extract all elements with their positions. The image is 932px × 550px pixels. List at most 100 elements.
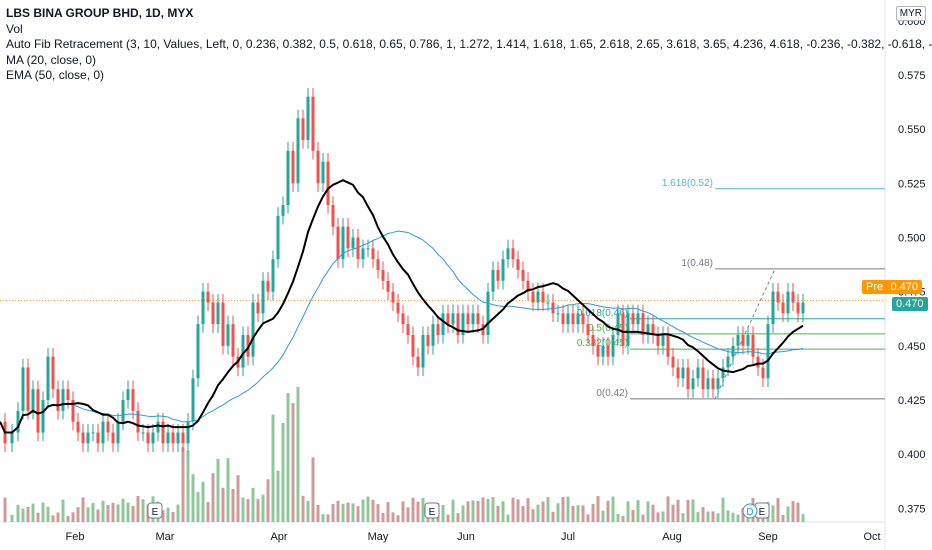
volume-bar [621,515,625,522]
legend-vol[interactable]: Vol [6,21,23,36]
legend-fib[interactable]: Auto Fib Retracement (3, 10, Values, Lef… [6,37,932,51]
candle-body [736,335,740,346]
volume-bar [676,499,680,522]
candle-body [671,356,675,368]
candle-body [611,335,615,357]
candle-body [341,226,345,260]
x-tick-label: Aug [662,531,682,543]
candle-body [716,378,720,390]
candle-body [31,389,35,411]
candle-body [246,335,250,357]
candle-body [461,313,465,335]
earnings-marker-label: E [429,507,436,518]
volume-bar [716,513,720,522]
volume-bar [56,512,60,522]
volume-bar [521,506,525,522]
candle-body [411,335,415,357]
candle-body [731,345,735,357]
candle-body [116,421,120,444]
volume-bar [791,501,795,522]
volume-bar [326,514,330,522]
volume-bar [131,505,135,522]
candle-body [536,291,540,303]
volume-bar [311,457,315,522]
volume-bar [341,503,345,522]
volume-bar [111,502,115,522]
candle-body [416,356,420,368]
volume-bar [186,450,190,522]
volume-bar [26,506,30,522]
candle-body [616,313,620,335]
fib-label: 0.618(0.46) [577,308,628,319]
candle-body [496,270,500,281]
volume-bar [411,497,415,522]
volume-bar [196,492,200,522]
candle-body [631,313,635,325]
volume-bar [756,515,760,522]
earnings-marker-label: E [759,507,766,518]
candle-body [441,313,445,335]
candle-body [21,367,25,411]
candle-body [181,432,185,444]
candle-body [451,313,455,325]
volume-bar [561,496,565,522]
x-tick-label: May [368,531,389,543]
candle-body [511,248,515,260]
volume-bar [581,505,585,522]
volume-bar [701,507,705,522]
volume-bar [181,447,185,522]
candle-body [436,324,440,335]
volume-bar [666,496,670,522]
candle-body [371,248,375,260]
volume-bar [266,479,270,522]
pre-label: Pre [866,281,884,293]
currency-label[interactable]: MYR [895,6,926,21]
volume-bar [526,498,530,522]
volume-bar [86,507,90,522]
candle-body [376,259,380,270]
volume-bar [441,504,445,522]
volume-bar [141,499,145,522]
candle-body [361,248,365,260]
fib-label: 0.382(0.45) [577,338,628,349]
volume-bar [261,494,265,522]
volume-bar [351,503,355,522]
candle-body [581,313,585,325]
candle-body [621,313,625,346]
volume-bar [396,515,400,522]
candle-body [276,215,280,260]
volume-bar [501,501,505,522]
candle-body [691,378,695,390]
volume-bar [721,497,725,522]
candle-body [151,432,155,444]
volume-bar [171,511,175,522]
candle-body [216,302,220,325]
volume-bar [166,507,170,522]
candle-body [61,389,65,411]
legend-ma[interactable]: MA (20, close, 0) [6,52,97,67]
x-tick-label: Feb [66,531,85,543]
candle-body [396,302,400,314]
volume-bar [251,487,255,522]
symbol-title[interactable]: LBS BINA GROUP BHD, 1D, MYX [6,6,194,20]
candle-body [606,345,610,357]
earnings-marker [147,502,163,519]
candle-body [726,356,730,368]
candle-body [221,302,225,346]
volume-bar [481,497,485,522]
volume-bar [66,515,70,522]
candle-body [791,291,795,303]
volume-bar [596,496,600,522]
volume-bar [661,511,665,522]
candle-body [131,389,135,411]
candle-body [71,400,75,422]
candle-body [761,367,765,379]
volume-bar [451,499,455,522]
candle-body [391,291,395,303]
candle-body [706,378,710,390]
legend-ema[interactable]: EMA (50, close, 0) [6,68,105,82]
volume-bar [376,504,380,522]
volume-bar [491,497,495,522]
volume-bar [631,509,635,522]
